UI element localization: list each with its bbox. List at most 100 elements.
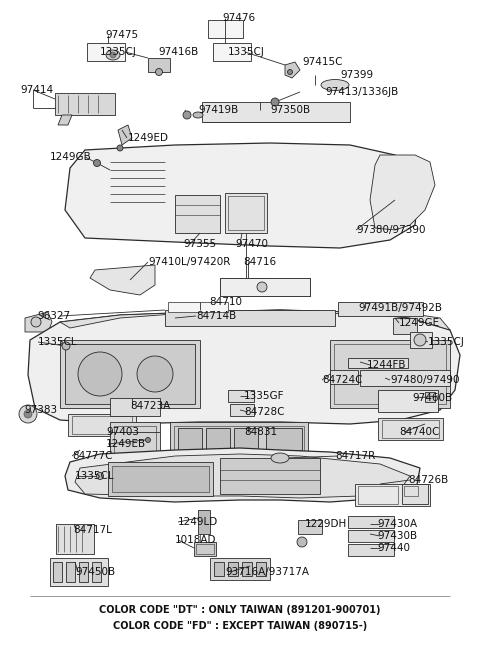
Circle shape — [257, 282, 267, 292]
Bar — [266, 428, 302, 450]
Bar — [110, 398, 160, 416]
Bar — [298, 520, 322, 534]
Bar — [225, 193, 267, 233]
Polygon shape — [65, 448, 420, 502]
Ellipse shape — [193, 112, 203, 118]
Text: 1335CL: 1335CL — [38, 337, 78, 347]
Text: 97470: 97470 — [235, 239, 268, 249]
Text: 97383: 97383 — [24, 405, 57, 415]
Circle shape — [117, 145, 123, 151]
Text: 84717L: 84717L — [73, 525, 112, 535]
Text: 97413/1336JB: 97413/1336JB — [325, 87, 398, 97]
Bar — [53, 562, 62, 582]
Bar — [202, 102, 350, 122]
Text: 1249GB: 1249GB — [50, 152, 92, 162]
Text: 97415C: 97415C — [302, 57, 343, 67]
Circle shape — [137, 356, 173, 392]
Bar — [228, 196, 264, 230]
Bar — [348, 358, 408, 368]
Bar — [348, 530, 394, 542]
Bar — [174, 426, 304, 454]
Text: 97380/97390: 97380/97390 — [356, 225, 425, 235]
Bar — [92, 562, 101, 582]
Bar — [50, 558, 108, 586]
Circle shape — [271, 98, 279, 106]
Bar — [410, 332, 432, 348]
Bar — [358, 486, 398, 504]
Ellipse shape — [321, 79, 349, 91]
Circle shape — [94, 159, 100, 167]
Text: 93716A/93717A: 93716A/93717A — [225, 567, 309, 577]
Text: 84714B: 84714B — [196, 311, 236, 321]
Text: 97476: 97476 — [222, 13, 255, 23]
Bar — [234, 428, 258, 450]
Ellipse shape — [271, 453, 289, 463]
Bar — [220, 278, 310, 296]
Bar — [194, 542, 216, 556]
Polygon shape — [60, 310, 450, 330]
Text: 97414: 97414 — [20, 85, 53, 95]
Bar — [355, 484, 430, 506]
Bar — [196, 544, 214, 554]
Bar — [206, 428, 230, 450]
Bar — [55, 93, 115, 115]
Text: 97480/97490: 97480/97490 — [390, 375, 459, 385]
Bar — [230, 404, 254, 416]
Text: 97399: 97399 — [340, 70, 373, 80]
Circle shape — [62, 342, 70, 350]
Text: 1249EB: 1249EB — [106, 439, 146, 449]
Circle shape — [288, 69, 292, 75]
Bar — [114, 426, 156, 454]
Bar — [382, 420, 439, 438]
Circle shape — [31, 317, 41, 327]
Bar — [56, 524, 94, 554]
Bar — [256, 562, 266, 576]
Bar — [242, 562, 252, 576]
Bar — [402, 484, 428, 504]
Bar — [178, 428, 202, 450]
Circle shape — [183, 111, 191, 119]
Circle shape — [145, 437, 151, 442]
Text: 1244FB: 1244FB — [367, 360, 407, 370]
Bar — [112, 466, 209, 492]
Bar — [110, 422, 160, 458]
Bar — [378, 418, 443, 440]
Bar — [338, 302, 423, 316]
Polygon shape — [28, 310, 460, 424]
Circle shape — [19, 405, 37, 423]
Bar — [72, 416, 132, 434]
Bar — [228, 562, 238, 576]
Bar — [220, 458, 320, 494]
Bar — [66, 562, 75, 582]
Bar — [214, 562, 224, 576]
Bar — [208, 20, 243, 38]
Text: 97416B: 97416B — [158, 47, 198, 57]
Circle shape — [24, 410, 32, 418]
Bar — [213, 43, 251, 61]
Bar — [210, 558, 270, 580]
Text: 97430A: 97430A — [377, 519, 417, 529]
Bar — [87, 43, 125, 61]
Text: 97410L/97420R: 97410L/97420R — [148, 257, 230, 267]
Bar — [360, 370, 450, 386]
Bar — [79, 562, 88, 582]
Text: 97440: 97440 — [377, 543, 410, 553]
Bar — [220, 278, 310, 296]
Text: 1229DH: 1229DH — [305, 519, 347, 529]
Text: 97419B: 97419B — [198, 105, 238, 115]
Text: 84716: 84716 — [243, 257, 276, 267]
Text: 84740C: 84740C — [399, 427, 439, 437]
Circle shape — [297, 537, 307, 547]
Bar — [175, 195, 220, 233]
Bar — [65, 344, 195, 404]
Polygon shape — [90, 265, 155, 295]
Bar — [60, 340, 200, 408]
Bar — [330, 340, 450, 408]
Bar — [68, 414, 136, 436]
Text: 1335CJ: 1335CJ — [228, 47, 265, 57]
Polygon shape — [75, 454, 410, 498]
Text: 97450B: 97450B — [75, 567, 115, 577]
Bar — [198, 510, 210, 534]
Text: 84723A: 84723A — [130, 401, 170, 411]
Bar — [425, 392, 435, 402]
